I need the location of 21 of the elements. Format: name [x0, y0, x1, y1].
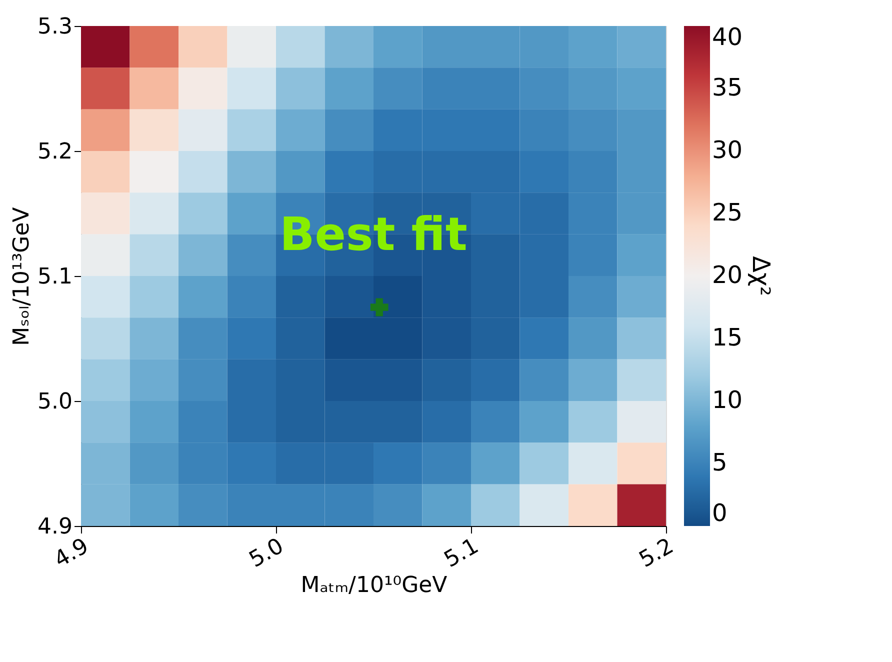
color-bar-label: 0 [712, 499, 728, 527]
x-axis-title: Mₐₜₘ/10¹⁰GeV [300, 573, 448, 598]
color-bar-label: 35 [712, 74, 743, 102]
color-bar-label: 20 [712, 261, 743, 289]
x-tick-label: 5.1 [440, 534, 483, 573]
color-bar-label: 15 [712, 324, 743, 352]
y-tick-label: 5.0 [38, 390, 72, 414]
y-tick-label: 5.1 [38, 264, 72, 290]
y-tick-label: 5.2 [38, 140, 72, 164]
x-tick-label: 5.2 [635, 534, 678, 573]
color-bar-label: 40 [712, 23, 743, 51]
color-bar-label: 30 [712, 136, 743, 164]
x-tick-label: 5.0 [245, 534, 288, 573]
color-bar-label: 25 [712, 198, 743, 226]
color-bar-title: Δχ² [747, 256, 775, 296]
y-tick-label: 5.3 [38, 14, 72, 40]
annotation: Best fit [280, 207, 468, 261]
y-axis-title: Mₛₒₗ/10¹³GeV [10, 207, 35, 346]
color-bar-label: 10 [712, 386, 743, 414]
color-bar-label: 5 [712, 448, 728, 476]
y-tick-label: 4.9 [38, 514, 72, 540]
